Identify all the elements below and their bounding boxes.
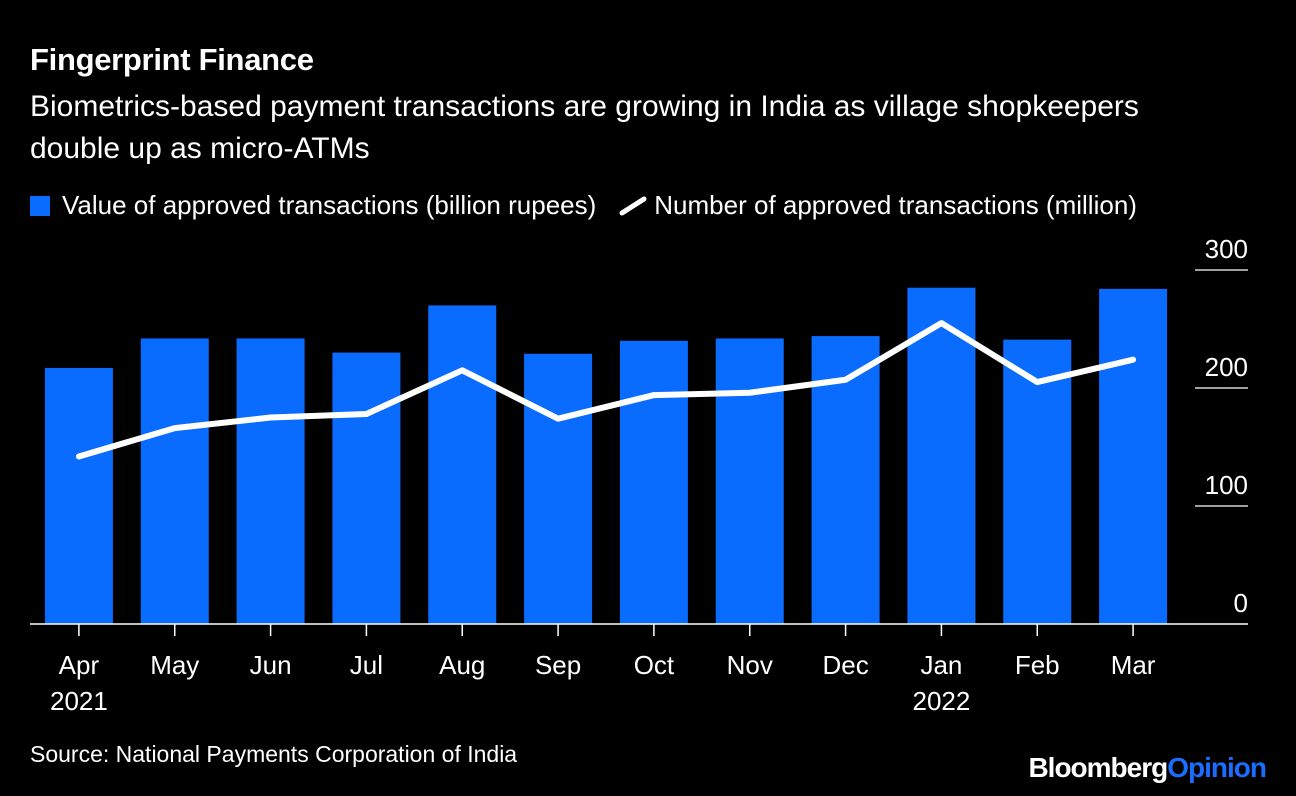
bar	[907, 287, 976, 624]
bar	[619, 340, 688, 624]
legend-bar-swatch	[30, 195, 50, 216]
brand-main: Bloomberg	[1028, 752, 1168, 783]
x-tick-label: Sep	[535, 650, 581, 680]
x-tick-label: Nov	[727, 650, 773, 680]
x-tick-label: Jun	[250, 650, 292, 680]
x-year-label: 2022	[912, 686, 970, 716]
bar	[715, 338, 784, 624]
source-note: Source: National Payments Corporation of…	[30, 741, 518, 767]
brand-logo: BloombergOpinion	[1028, 752, 1267, 784]
x-tick-label: Aug	[439, 650, 485, 680]
legend-line-icon	[619, 196, 647, 215]
bar	[332, 352, 401, 624]
bar	[1099, 288, 1168, 624]
bar	[524, 353, 593, 624]
legend: Value of approved transactions (billion …	[30, 190, 1159, 221]
bar	[1003, 339, 1072, 624]
y-tick-label: 300	[1205, 234, 1248, 264]
x-tick-label: Feb	[1015, 650, 1060, 680]
y-tick-label: 200	[1205, 352, 1248, 382]
legend-line-label: Number of approved transactions (million…	[654, 190, 1137, 220]
legend-bar-label: Value of approved transactions (billion …	[62, 190, 597, 220]
brand-accent: Opinion	[1167, 752, 1267, 783]
x-tick-label: Oct	[634, 650, 675, 680]
bar	[428, 305, 497, 624]
x-tick-label: Jan	[920, 650, 962, 680]
x-year-label: 2021	[50, 686, 108, 716]
bar	[140, 338, 209, 624]
bar	[44, 367, 113, 624]
chart-title: Fingerprint Finance	[30, 42, 314, 77]
chart-subtitle: Biometrics-based payment transactions ar…	[30, 90, 1139, 165]
y-tick-label: 0	[1234, 588, 1248, 618]
series-line	[75, 320, 1137, 460]
x-tick-label: Mar	[1111, 650, 1156, 680]
x-tick-label: Dec	[822, 650, 868, 680]
y-tick-label: 100	[1205, 470, 1248, 500]
bar	[236, 338, 305, 624]
x-tick-label: May	[150, 650, 199, 680]
x-tick-label: Apr	[59, 650, 100, 680]
x-tick-label: Jul	[350, 650, 383, 680]
